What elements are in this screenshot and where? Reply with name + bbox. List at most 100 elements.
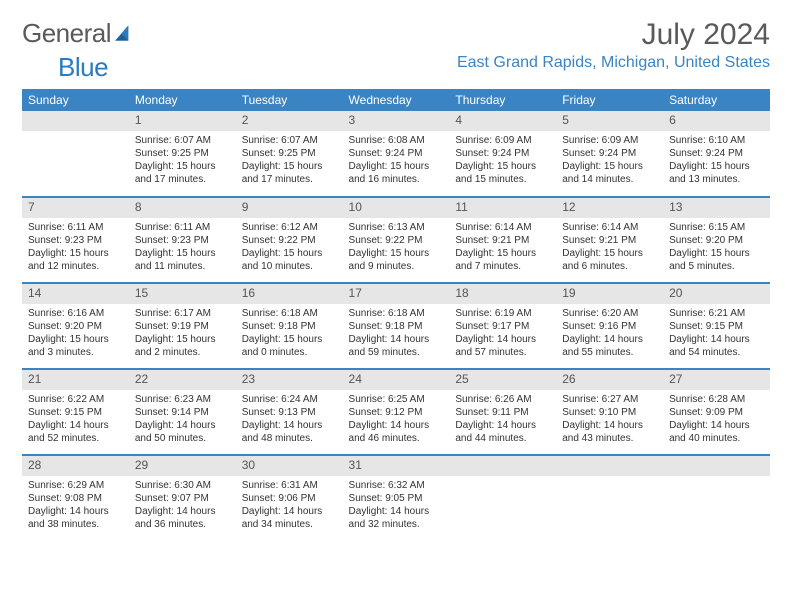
calendar-cell: 3Sunrise: 6:08 AMSunset: 9:24 PMDaylight… <box>343 111 450 197</box>
col-saturday: Saturday <box>663 89 770 111</box>
day-content: Sunrise: 6:09 AMSunset: 9:24 PMDaylight:… <box>449 131 556 192</box>
brand-part2: Blue <box>58 52 108 83</box>
day-content: Sunrise: 6:15 AMSunset: 9:20 PMDaylight:… <box>663 218 770 279</box>
day-content: Sunrise: 6:18 AMSunset: 9:18 PMDaylight:… <box>236 304 343 365</box>
calendar-row: 7Sunrise: 6:11 AMSunset: 9:23 PMDaylight… <box>22 197 770 283</box>
day-content: Sunrise: 6:14 AMSunset: 9:21 PMDaylight:… <box>556 218 663 279</box>
day-number: 2 <box>236 111 343 131</box>
calendar-cell: 8Sunrise: 6:11 AMSunset: 9:23 PMDaylight… <box>129 197 236 283</box>
calendar-row: 14Sunrise: 6:16 AMSunset: 9:20 PMDayligh… <box>22 283 770 369</box>
day-content: Sunrise: 6:25 AMSunset: 9:12 PMDaylight:… <box>343 390 450 451</box>
calendar-cell: 7Sunrise: 6:11 AMSunset: 9:23 PMDaylight… <box>22 197 129 283</box>
calendar-cell: 16Sunrise: 6:18 AMSunset: 9:18 PMDayligh… <box>236 283 343 369</box>
calendar-cell <box>22 111 129 197</box>
day-content: Sunrise: 6:26 AMSunset: 9:11 PMDaylight:… <box>449 390 556 451</box>
calendar-cell: 26Sunrise: 6:27 AMSunset: 9:10 PMDayligh… <box>556 369 663 455</box>
calendar-cell: 13Sunrise: 6:15 AMSunset: 9:20 PMDayligh… <box>663 197 770 283</box>
day-content: Sunrise: 6:16 AMSunset: 9:20 PMDaylight:… <box>22 304 129 365</box>
day-number: 6 <box>663 111 770 131</box>
day-number: 26 <box>556 370 663 390</box>
day-number: 9 <box>236 198 343 218</box>
sail-icon <box>113 23 135 45</box>
calendar-cell: 18Sunrise: 6:19 AMSunset: 9:17 PMDayligh… <box>449 283 556 369</box>
calendar-row: 28Sunrise: 6:29 AMSunset: 9:08 PMDayligh… <box>22 455 770 541</box>
calendar-cell: 28Sunrise: 6:29 AMSunset: 9:08 PMDayligh… <box>22 455 129 541</box>
calendar-cell: 24Sunrise: 6:25 AMSunset: 9:12 PMDayligh… <box>343 369 450 455</box>
calendar-cell: 21Sunrise: 6:22 AMSunset: 9:15 PMDayligh… <box>22 369 129 455</box>
calendar-cell <box>556 455 663 541</box>
calendar-cell: 15Sunrise: 6:17 AMSunset: 9:19 PMDayligh… <box>129 283 236 369</box>
day-number: 7 <box>22 198 129 218</box>
day-number <box>663 456 770 476</box>
col-tuesday: Tuesday <box>236 89 343 111</box>
day-number: 10 <box>343 198 450 218</box>
day-number: 28 <box>22 456 129 476</box>
col-monday: Monday <box>129 89 236 111</box>
day-number: 21 <box>22 370 129 390</box>
calendar-cell: 9Sunrise: 6:12 AMSunset: 9:22 PMDaylight… <box>236 197 343 283</box>
calendar-cell: 1Sunrise: 6:07 AMSunset: 9:25 PMDaylight… <box>129 111 236 197</box>
day-number: 18 <box>449 284 556 304</box>
day-number: 4 <box>449 111 556 131</box>
day-number <box>22 111 129 131</box>
day-content: Sunrise: 6:19 AMSunset: 9:17 PMDaylight:… <box>449 304 556 365</box>
calendar-cell: 29Sunrise: 6:30 AMSunset: 9:07 PMDayligh… <box>129 455 236 541</box>
day-content: Sunrise: 6:12 AMSunset: 9:22 PMDaylight:… <box>236 218 343 279</box>
day-number: 5 <box>556 111 663 131</box>
day-content: Sunrise: 6:30 AMSunset: 9:07 PMDaylight:… <box>129 476 236 537</box>
day-number: 31 <box>343 456 450 476</box>
day-content: Sunrise: 6:23 AMSunset: 9:14 PMDaylight:… <box>129 390 236 451</box>
day-number: 14 <box>22 284 129 304</box>
day-number: 17 <box>343 284 450 304</box>
day-number: 30 <box>236 456 343 476</box>
day-number: 8 <box>129 198 236 218</box>
day-content: Sunrise: 6:07 AMSunset: 9:25 PMDaylight:… <box>236 131 343 192</box>
day-content: Sunrise: 6:13 AMSunset: 9:22 PMDaylight:… <box>343 218 450 279</box>
col-sunday: Sunday <box>22 89 129 111</box>
day-number: 19 <box>556 284 663 304</box>
day-content: Sunrise: 6:07 AMSunset: 9:25 PMDaylight:… <box>129 131 236 192</box>
calendar-cell: 20Sunrise: 6:21 AMSunset: 9:15 PMDayligh… <box>663 283 770 369</box>
day-content: Sunrise: 6:27 AMSunset: 9:10 PMDaylight:… <box>556 390 663 451</box>
col-friday: Friday <box>556 89 663 111</box>
calendar-cell: 25Sunrise: 6:26 AMSunset: 9:11 PMDayligh… <box>449 369 556 455</box>
day-content: Sunrise: 6:29 AMSunset: 9:08 PMDaylight:… <box>22 476 129 537</box>
month-year: July 2024 <box>457 18 770 52</box>
day-number <box>449 456 556 476</box>
calendar-cell: 12Sunrise: 6:14 AMSunset: 9:21 PMDayligh… <box>556 197 663 283</box>
calendar-cell: 6Sunrise: 6:10 AMSunset: 9:24 PMDaylight… <box>663 111 770 197</box>
day-number: 11 <box>449 198 556 218</box>
calendar-cell: 5Sunrise: 6:09 AMSunset: 9:24 PMDaylight… <box>556 111 663 197</box>
calendar-cell: 22Sunrise: 6:23 AMSunset: 9:14 PMDayligh… <box>129 369 236 455</box>
day-number: 27 <box>663 370 770 390</box>
day-content: Sunrise: 6:11 AMSunset: 9:23 PMDaylight:… <box>22 218 129 279</box>
day-number: 23 <box>236 370 343 390</box>
day-content: Sunrise: 6:28 AMSunset: 9:09 PMDaylight:… <box>663 390 770 451</box>
title-block: July 2024 East Grand Rapids, Michigan, U… <box>457 18 770 72</box>
day-content: Sunrise: 6:10 AMSunset: 9:24 PMDaylight:… <box>663 131 770 192</box>
day-number: 12 <box>556 198 663 218</box>
calendar-cell: 4Sunrise: 6:09 AMSunset: 9:24 PMDaylight… <box>449 111 556 197</box>
day-number: 22 <box>129 370 236 390</box>
calendar-cell: 30Sunrise: 6:31 AMSunset: 9:06 PMDayligh… <box>236 455 343 541</box>
location: East Grand Rapids, Michigan, United Stat… <box>457 54 770 72</box>
day-number: 13 <box>663 198 770 218</box>
day-number: 24 <box>343 370 450 390</box>
calendar-cell: 27Sunrise: 6:28 AMSunset: 9:09 PMDayligh… <box>663 369 770 455</box>
day-content: Sunrise: 6:22 AMSunset: 9:15 PMDaylight:… <box>22 390 129 451</box>
day-number <box>556 456 663 476</box>
day-number: 20 <box>663 284 770 304</box>
day-number: 29 <box>129 456 236 476</box>
day-content: Sunrise: 6:21 AMSunset: 9:15 PMDaylight:… <box>663 304 770 365</box>
day-number: 25 <box>449 370 556 390</box>
col-wednesday: Wednesday <box>343 89 450 111</box>
day-number: 16 <box>236 284 343 304</box>
brand-part1: General <box>22 18 111 49</box>
day-content: Sunrise: 6:18 AMSunset: 9:18 PMDaylight:… <box>343 304 450 365</box>
day-content: Sunrise: 6:32 AMSunset: 9:05 PMDaylight:… <box>343 476 450 537</box>
day-content: Sunrise: 6:24 AMSunset: 9:13 PMDaylight:… <box>236 390 343 451</box>
calendar-cell: 11Sunrise: 6:14 AMSunset: 9:21 PMDayligh… <box>449 197 556 283</box>
calendar-body: 1Sunrise: 6:07 AMSunset: 9:25 PMDaylight… <box>22 111 770 541</box>
day-content: Sunrise: 6:08 AMSunset: 9:24 PMDaylight:… <box>343 131 450 192</box>
calendar-cell: 2Sunrise: 6:07 AMSunset: 9:25 PMDaylight… <box>236 111 343 197</box>
